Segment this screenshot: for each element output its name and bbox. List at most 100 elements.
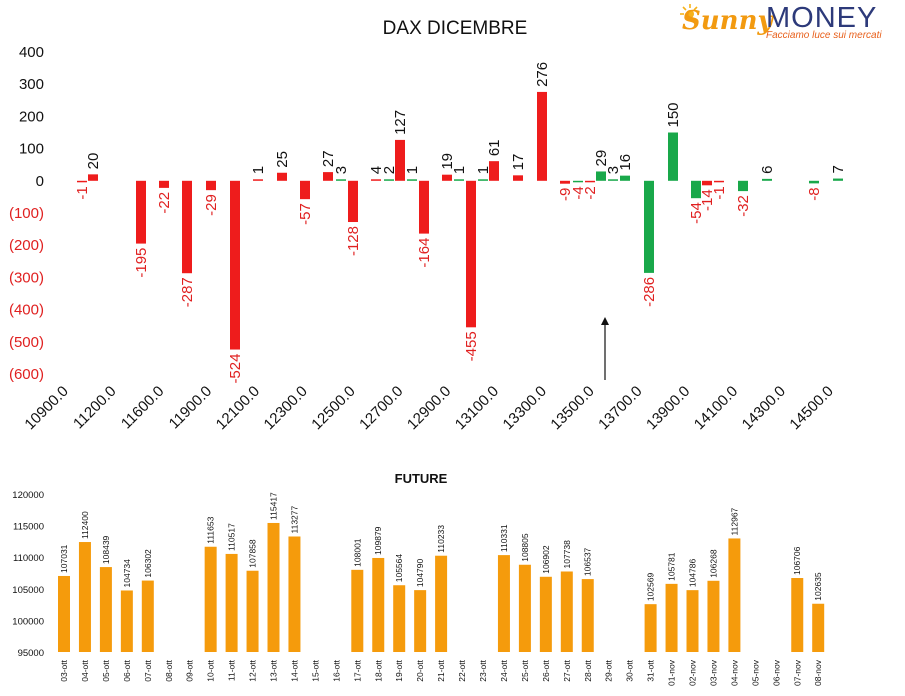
data-label: -287 — [179, 277, 196, 307]
x-tick-label: 03-ott — [59, 659, 69, 681]
bar — [620, 175, 630, 181]
x-tick-label: 10-ott — [206, 659, 216, 681]
data-label: 104790 — [415, 558, 425, 587]
data-label: -455 — [463, 331, 480, 361]
x-tick-label: 09-ott — [185, 659, 195, 681]
y-tick-label: 105000 — [12, 585, 44, 596]
chart-title: FUTURE — [395, 471, 448, 486]
bar — [395, 139, 405, 181]
bar — [88, 174, 98, 181]
bar — [513, 175, 523, 181]
data-label: 110331 — [499, 524, 509, 552]
bar — [253, 179, 263, 181]
x-tick-label: 04-ott — [80, 659, 90, 681]
data-label: 17 — [510, 154, 527, 171]
x-tick-label: 13-ott — [269, 659, 279, 681]
x-tick-label: 01-nov — [667, 659, 677, 686]
x-tick-label: 12100.0 — [213, 383, 263, 433]
bar — [560, 571, 573, 652]
x-tick-label: 07-nov — [792, 659, 802, 686]
bar — [277, 172, 287, 181]
bar — [581, 579, 594, 652]
data-label: -286 — [641, 277, 658, 307]
bar — [159, 180, 169, 188]
x-tick-label: 02-nov — [688, 659, 698, 686]
bar — [300, 180, 310, 200]
data-label: 109879 — [373, 526, 383, 555]
bar — [707, 580, 720, 652]
data-label: 106302 — [143, 549, 153, 578]
y-axis-ticks: 120000 115000 110000 105000 100000 95000 — [12, 490, 44, 659]
data-label: 27 — [320, 150, 337, 167]
logo-sunny: Sunny — [682, 6, 773, 36]
data-label: 1 — [475, 166, 492, 174]
bar — [407, 179, 417, 181]
bar — [371, 179, 381, 181]
x-tick-label: 11-ott — [227, 659, 237, 681]
bar — [336, 179, 346, 181]
data-label: 127 — [392, 110, 409, 135]
data-label: -2 — [582, 186, 599, 199]
x-tick-label: 15-ott — [310, 659, 320, 681]
bar — [99, 567, 112, 652]
bar — [141, 580, 154, 652]
data-label: -4 — [570, 186, 587, 199]
bar — [702, 180, 712, 186]
bar — [442, 174, 452, 181]
dax-dicembre-chart: DAX DICEMBRE 400 300 200 100 0 (100) (200) (300… — [9, 18, 847, 433]
bar — [136, 180, 146, 244]
x-tick-label: 17-ott — [352, 659, 362, 681]
bar — [204, 546, 217, 652]
data-label: -128 — [345, 226, 362, 256]
x-tick-label: 08-ott — [164, 659, 174, 681]
bar — [585, 180, 595, 183]
data-label: 104786 — [688, 559, 698, 588]
x-tick-label: 21-ott — [436, 659, 446, 681]
x-tick-label: 16-ott — [331, 659, 341, 681]
x-tick-label: 12300.0 — [261, 383, 311, 433]
y-tick-label: 200 — [19, 108, 44, 125]
bar — [246, 570, 259, 652]
logo-money: MONEY — [766, 2, 878, 34]
data-label: 108001 — [352, 538, 362, 567]
x-tick-label: 14300.0 — [739, 383, 789, 433]
data-label: -57 — [297, 203, 314, 225]
x-tick-label: 12-ott — [248, 659, 258, 681]
data-label: 105781 — [667, 552, 677, 581]
data-label: -524 — [227, 354, 244, 384]
bar — [466, 180, 476, 328]
future-chart: FUTURE 120000 115000 110000 105000 100000 950… — [12, 471, 825, 686]
data-label: 110517 — [227, 523, 237, 551]
x-tick-label: 08-nov — [813, 659, 823, 686]
y-tick-label: 100 — [19, 141, 44, 158]
bar — [738, 180, 748, 192]
data-label: 3 — [333, 166, 350, 174]
x-tick-label: 22-ott — [457, 659, 467, 681]
data-label: 1 — [451, 166, 468, 174]
bar — [644, 604, 657, 652]
data-label: 108439 — [101, 535, 111, 564]
y-tick-label: 110000 — [13, 553, 44, 564]
x-tick-label: 11900.0 — [166, 383, 216, 433]
bar — [225, 553, 238, 652]
y-tick-label: 95000 — [18, 648, 44, 659]
bar — [665, 583, 678, 652]
data-label: 106268 — [708, 549, 718, 578]
data-label: 7 — [830, 165, 847, 173]
x-tick-label: 12900.0 — [404, 383, 454, 433]
sun-icon — [680, 4, 698, 18]
data-label: 6 — [759, 166, 776, 174]
x-tick-label: 05-ott — [101, 659, 111, 681]
data-label: 4 — [368, 166, 385, 174]
bar — [812, 603, 825, 652]
data-label: -1 — [74, 186, 91, 199]
y-tick-label: (500) — [9, 334, 44, 351]
data-label: 102635 — [813, 572, 823, 601]
x-tick-label: 29-ott — [604, 659, 614, 681]
x-tick-label: 05-nov — [750, 659, 760, 686]
x-tick-label: 13300.0 — [500, 383, 550, 433]
data-label: 106902 — [541, 545, 551, 574]
chart-title: DAX DICEMBRE — [383, 18, 528, 39]
bar — [435, 555, 448, 652]
data-label: 16 — [617, 154, 634, 171]
